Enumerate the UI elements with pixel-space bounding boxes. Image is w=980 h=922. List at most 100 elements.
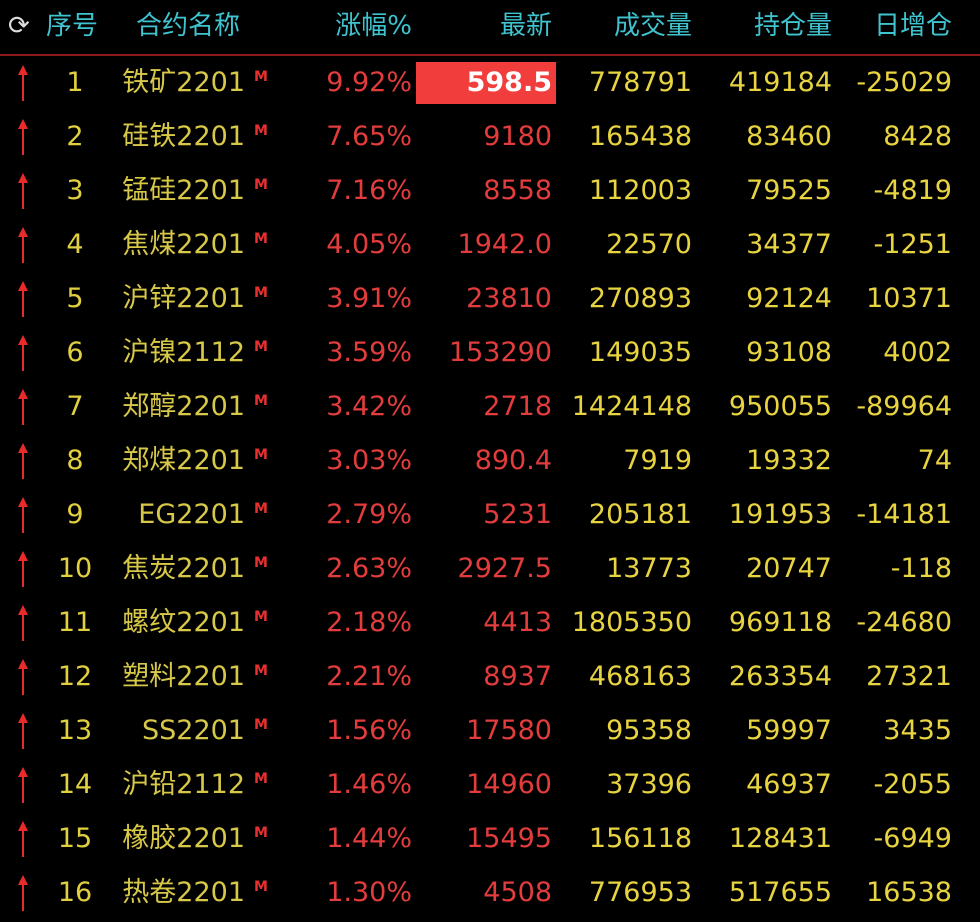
contract-name[interactable]: 塑料2201 <box>122 661 245 692</box>
table-row[interactable]: 6 沪镍2112 M 3.59% 153290 149035 93108 4002 <box>0 326 980 380</box>
refresh-icon[interactable]: ⟳ <box>8 11 30 41</box>
up-arrow-icon <box>15 387 31 427</box>
col-last[interactable]: 最新 <box>499 11 552 41</box>
last-price: 2927.5 <box>457 553 552 584</box>
contract-name[interactable]: 郑煤2201 <box>122 445 245 476</box>
daily-oi-change: 10371 <box>866 283 952 314</box>
daily-oi-change: 74 <box>917 445 952 476</box>
table-row[interactable]: 14 沪铅2112 M 1.46% 14960 37396 46937 -2055 <box>0 758 980 812</box>
col-open-interest[interactable]: 持仓量 <box>753 11 832 41</box>
last-price: 1942.0 <box>457 229 552 260</box>
daily-oi-change: 27321 <box>866 661 952 692</box>
volume: 13773 <box>606 553 692 584</box>
table-row[interactable]: 16 热卷2201 M 1.30% 4508 776953 517655 16538 <box>0 866 980 920</box>
open-interest: 969118 <box>728 607 832 638</box>
table-row[interactable]: 11 螺纹2201 M 2.18% 4413 1805350 969118 -24680 <box>0 596 980 650</box>
row-index: 16 <box>57 877 93 908</box>
volume: 468163 <box>588 661 692 692</box>
contract-name[interactable]: 橡胶2201 <box>122 823 245 854</box>
contract-name[interactable]: 锰硅2201 <box>122 175 245 206</box>
volume: 1424148 <box>571 391 692 422</box>
main-contract-badge: M <box>254 501 268 517</box>
table-row[interactable]: 9 EG2201 M 2.79% 5231 205181 191953 -14181 <box>0 488 980 542</box>
volume: 22570 <box>606 229 692 260</box>
change-pct: 1.44% <box>326 823 412 854</box>
row-index: 11 <box>57 607 93 638</box>
daily-oi-change: -1251 <box>873 229 952 260</box>
contract-name[interactable]: 焦煤2201 <box>122 229 245 260</box>
change-pct: 3.59% <box>326 337 412 368</box>
daily-oi-change: -2055 <box>873 769 952 800</box>
main-contract-badge: M <box>254 447 268 463</box>
table-row[interactable]: 2 硅铁2201 M 7.65% 9180 165438 83460 8428 <box>0 110 980 164</box>
open-interest: 517655 <box>728 877 832 908</box>
table-row[interactable]: 5 沪锌2201 M 3.91% 23810 270893 92124 10371 <box>0 272 980 326</box>
contract-name[interactable]: 焦炭2201 <box>122 553 245 584</box>
up-arrow-icon <box>15 657 31 697</box>
volume: 270893 <box>588 283 692 314</box>
main-contract-badge: M <box>254 285 268 301</box>
row-index: 6 <box>66 337 84 368</box>
col-change-pct[interactable]: 涨幅% <box>335 11 412 41</box>
row-index: 4 <box>66 229 84 260</box>
up-arrow-icon <box>15 765 31 805</box>
last-price: 17580 <box>466 715 552 746</box>
volume: 156118 <box>588 823 692 854</box>
change-pct: 1.56% <box>326 715 412 746</box>
last-price: 2718 <box>483 391 552 422</box>
daily-oi-change: -14181 <box>856 499 952 530</box>
open-interest: 20747 <box>746 553 832 584</box>
daily-oi-change: -6949 <box>873 823 952 854</box>
contract-name[interactable]: SS2201 <box>142 715 245 746</box>
main-contract-badge: M <box>254 177 268 193</box>
open-interest: 93108 <box>746 337 832 368</box>
contract-name[interactable]: 硅铁2201 <box>122 121 245 152</box>
table-row[interactable]: 1 铁矿2201 M 9.92% 598.5 778791 419184 -25029 <box>0 56 980 110</box>
change-pct: 1.46% <box>326 769 412 800</box>
up-arrow-icon <box>15 495 31 535</box>
last-price: 5231 <box>483 499 552 530</box>
table-row[interactable]: 15 橡胶2201 M 1.44% 15495 156118 128431 -6949 <box>0 812 980 866</box>
main-contract-badge: M <box>254 717 268 733</box>
volume: 776953 <box>588 877 692 908</box>
up-arrow-icon <box>15 711 31 751</box>
main-contract-badge: M <box>254 663 268 679</box>
daily-oi-change: 16538 <box>866 877 952 908</box>
table-row[interactable]: 12 塑料2201 M 2.21% 8937 468163 263354 27321 <box>0 650 980 704</box>
contract-name[interactable]: 沪镍2112 <box>122 337 245 368</box>
row-index: 2 <box>66 121 84 152</box>
up-arrow-icon <box>15 171 31 211</box>
contract-name[interactable]: 郑醇2201 <box>122 391 245 422</box>
up-arrow-icon <box>15 225 31 265</box>
open-interest: 83460 <box>746 121 832 152</box>
volume: 112003 <box>588 175 692 206</box>
col-daily-oi-change[interactable]: 日增仓 <box>873 11 952 41</box>
volume: 149035 <box>588 337 692 368</box>
contract-name[interactable]: 沪锌2201 <box>122 283 245 314</box>
contract-name[interactable]: 热卷2201 <box>122 877 245 908</box>
daily-oi-change: 8428 <box>883 121 952 152</box>
table-row[interactable]: 10 焦炭2201 M 2.63% 2927.5 13773 20747 -118 <box>0 542 980 596</box>
open-interest: 92124 <box>746 283 832 314</box>
table-row[interactable]: 13 SS2201 M 1.56% 17580 95358 59997 3435 <box>0 704 980 758</box>
col-name[interactable]: 合约名称 <box>136 11 241 41</box>
table-header: ⟳ 序号 合约名称 涨幅% 最新 成交量 持仓量 日增仓 <box>0 0 980 56</box>
last-price: 8558 <box>483 175 552 206</box>
col-volume[interactable]: 成交量 <box>613 11 692 41</box>
contract-name[interactable]: 铁矿2201 <box>122 67 245 98</box>
main-contract-badge: M <box>254 69 268 85</box>
table-row[interactable]: 8 郑煤2201 M 3.03% 890.4 7919 19332 74 <box>0 434 980 488</box>
last-price: 4413 <box>483 607 552 638</box>
open-interest: 191953 <box>728 499 832 530</box>
contract-name[interactable]: EG2201 <box>138 499 245 530</box>
table-row[interactable]: 4 焦煤2201 M 4.05% 1942.0 22570 34377 -1251 <box>0 218 980 272</box>
table-row[interactable]: 3 锰硅2201 M 7.16% 8558 112003 79525 -4819 <box>0 164 980 218</box>
contract-name[interactable]: 沪铅2112 <box>122 769 245 800</box>
col-index[interactable]: 序号 <box>46 11 99 41</box>
volume: 778791 <box>588 67 692 98</box>
contract-name[interactable]: 螺纹2201 <box>122 607 245 638</box>
row-index: 15 <box>57 823 93 854</box>
row-index: 5 <box>66 283 84 314</box>
table-row[interactable]: 7 郑醇2201 M 3.42% 2718 1424148 950055 -89964 <box>0 380 980 434</box>
up-arrow-icon <box>15 63 31 103</box>
